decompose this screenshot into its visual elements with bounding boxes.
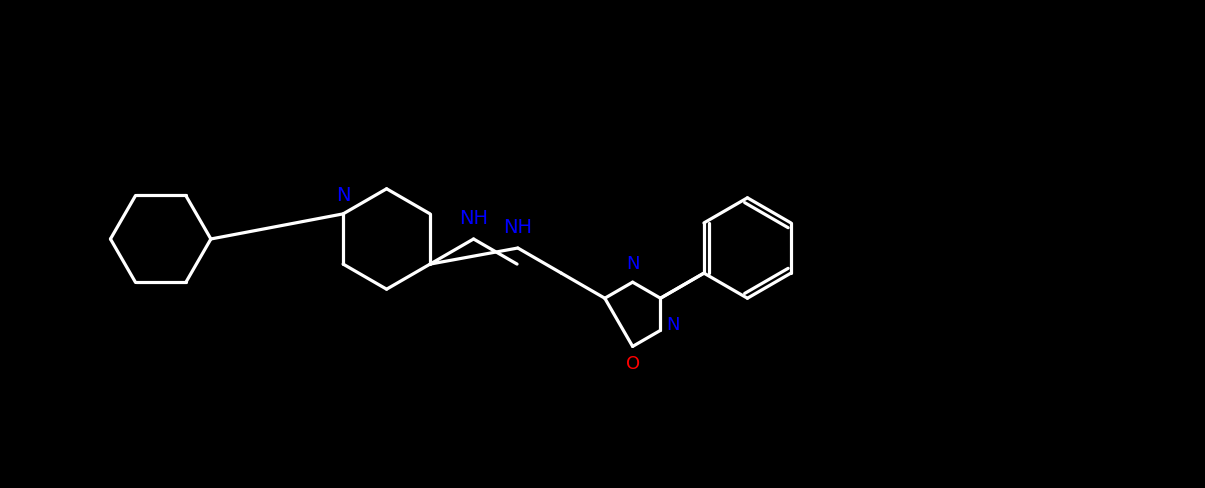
Text: N: N	[665, 316, 680, 334]
Text: NH: NH	[459, 209, 488, 228]
Text: O: O	[625, 355, 640, 373]
Text: N: N	[336, 186, 351, 205]
Text: NH: NH	[504, 219, 533, 238]
Text: N: N	[625, 255, 640, 273]
